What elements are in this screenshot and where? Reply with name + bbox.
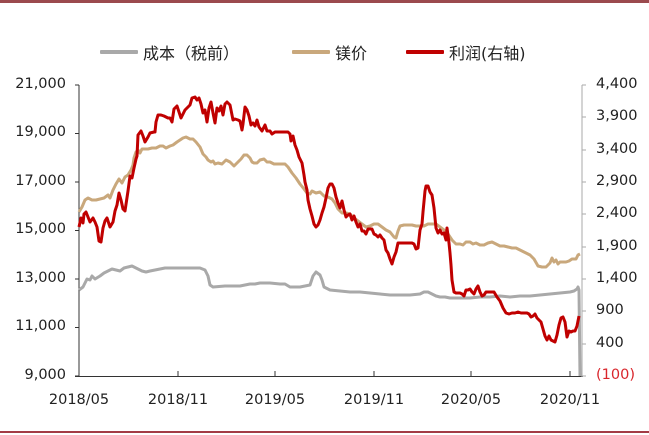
right-axis-tick-negative: (100) [596, 367, 635, 383]
chart-legend: 成本（税前） 镁价 利润(右轴) [0, 40, 649, 63]
left-axis-tick: 17,000 [15, 173, 66, 189]
price-series-line [77, 135, 581, 269]
right-axis-tick: 2,400 [596, 205, 638, 221]
right-axis-tick: 4,400 [596, 76, 638, 92]
left-axis-tick: 13,000 [15, 270, 66, 286]
cost-series-line [78, 264, 582, 377]
legend-swatch-cost [100, 50, 138, 54]
left-axis-tick: 9,000 [24, 367, 66, 383]
top-frame-bar [0, 0, 649, 3]
right-axis-tick: 900 [596, 302, 624, 318]
right-axis-tick: 1,400 [596, 270, 638, 286]
left-axis-tick: 11,000 [15, 318, 66, 334]
right-axis-tick: 400 [596, 335, 624, 351]
legend-label-price: 镁价 [335, 44, 368, 63]
x-axis [75, 371, 583, 377]
legend-label-profit: 利润(右轴) [449, 44, 526, 63]
left-axis-tick: 21,000 [15, 76, 66, 92]
legend-item-price: 镁价 [292, 40, 367, 64]
left-axis-tick: 15,000 [15, 221, 66, 237]
legend-item-cost: 成本（税前） [100, 40, 239, 64]
right-axis-tick: 2,900 [596, 173, 638, 189]
profit-series-line [77, 95, 581, 344]
x-axis-tick: 2019/11 [343, 392, 405, 408]
legend-swatch-profit [406, 50, 444, 54]
bottom-frame-bar [0, 431, 649, 433]
right-axis-tick: 3,900 [596, 108, 638, 124]
left-axis [75, 84, 80, 377]
left-axis-tick: 19,000 [15, 124, 66, 140]
x-axis-tick: 2019/05 [244, 392, 306, 408]
legend-swatch-price [292, 50, 330, 54]
x-axis-tick: 2020/05 [440, 392, 502, 408]
legend-item-profit: 利润(右轴) [406, 40, 526, 64]
legend-label-cost: 成本（税前） [143, 44, 240, 63]
right-axis-tick: 1,900 [596, 238, 638, 254]
x-axis-tick: 2018/05 [48, 392, 110, 408]
right-axis-tick: 3,400 [596, 141, 638, 157]
right-axis [581, 84, 586, 377]
x-axis-tick: 2018/11 [147, 392, 209, 408]
x-axis-tick: 2020/11 [539, 392, 601, 408]
